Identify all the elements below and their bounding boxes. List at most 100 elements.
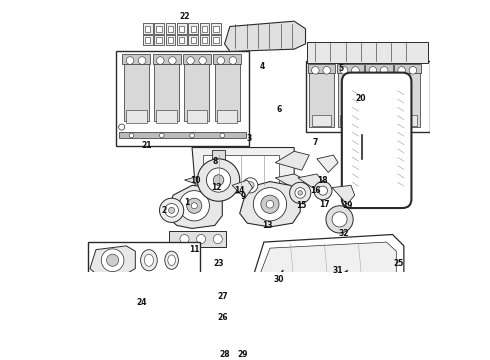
Bar xyxy=(213,150,224,165)
Bar xyxy=(312,115,331,126)
Circle shape xyxy=(332,212,347,227)
Bar xyxy=(184,57,209,121)
Bar xyxy=(394,64,421,73)
Text: 23: 23 xyxy=(213,259,224,268)
Circle shape xyxy=(206,168,231,192)
Circle shape xyxy=(290,182,311,203)
Circle shape xyxy=(213,234,222,244)
Circle shape xyxy=(126,57,134,64)
Circle shape xyxy=(341,67,348,74)
Bar xyxy=(143,23,153,34)
Bar xyxy=(306,60,430,132)
Bar xyxy=(168,26,173,32)
Text: 30: 30 xyxy=(274,275,284,284)
Bar xyxy=(168,37,173,43)
Text: 31: 31 xyxy=(333,266,343,275)
Circle shape xyxy=(243,178,258,193)
Text: 27: 27 xyxy=(217,292,228,301)
Bar xyxy=(199,23,209,34)
Circle shape xyxy=(160,133,164,138)
Circle shape xyxy=(138,57,146,64)
Bar xyxy=(213,37,219,43)
Text: 28: 28 xyxy=(219,350,230,359)
Bar xyxy=(122,54,150,64)
Circle shape xyxy=(160,198,184,222)
Bar xyxy=(230,309,294,335)
Circle shape xyxy=(106,254,119,266)
Bar xyxy=(213,26,219,32)
PathPatch shape xyxy=(332,185,355,204)
Circle shape xyxy=(213,175,224,185)
Bar xyxy=(187,110,207,123)
Bar xyxy=(126,110,147,123)
Text: 32: 32 xyxy=(338,229,348,238)
Bar xyxy=(338,67,362,127)
Circle shape xyxy=(179,191,209,221)
Text: 16: 16 xyxy=(310,186,320,195)
Bar xyxy=(341,115,360,126)
Bar xyxy=(213,54,241,64)
Bar xyxy=(199,35,209,45)
Ellipse shape xyxy=(141,249,157,271)
Circle shape xyxy=(119,124,125,130)
Bar xyxy=(307,42,428,63)
Text: 1: 1 xyxy=(184,198,189,207)
Circle shape xyxy=(217,57,224,64)
Bar xyxy=(145,26,150,32)
Bar xyxy=(309,67,334,127)
Text: 21: 21 xyxy=(142,141,152,150)
Bar xyxy=(217,110,238,123)
Circle shape xyxy=(187,57,195,64)
Circle shape xyxy=(165,203,178,217)
PathPatch shape xyxy=(260,242,396,282)
Bar xyxy=(188,35,198,45)
Circle shape xyxy=(191,203,197,209)
Text: 22: 22 xyxy=(179,12,190,21)
Bar xyxy=(395,67,420,127)
Circle shape xyxy=(220,133,224,138)
Bar xyxy=(202,37,207,43)
Text: 18: 18 xyxy=(318,176,328,185)
FancyBboxPatch shape xyxy=(342,73,412,208)
Bar xyxy=(156,37,162,43)
Bar xyxy=(230,291,294,305)
PathPatch shape xyxy=(184,174,219,191)
Text: 10: 10 xyxy=(191,176,201,185)
Bar xyxy=(202,26,207,32)
Circle shape xyxy=(196,234,206,244)
PathPatch shape xyxy=(240,181,300,227)
Bar xyxy=(365,64,392,73)
Text: 6: 6 xyxy=(276,105,282,114)
Text: 4: 4 xyxy=(260,62,265,71)
Bar xyxy=(191,37,196,43)
Circle shape xyxy=(156,57,164,64)
Bar xyxy=(156,110,177,123)
Bar xyxy=(211,23,221,34)
Bar xyxy=(143,35,153,45)
Text: 12: 12 xyxy=(211,183,221,192)
Circle shape xyxy=(246,181,254,189)
Bar xyxy=(177,35,187,45)
Bar xyxy=(179,26,184,32)
Bar xyxy=(153,54,181,64)
Circle shape xyxy=(380,67,388,74)
Text: 19: 19 xyxy=(342,201,352,210)
Bar xyxy=(183,54,211,64)
Circle shape xyxy=(180,234,189,244)
Circle shape xyxy=(225,345,234,354)
Text: 20: 20 xyxy=(355,94,366,103)
Bar xyxy=(156,26,162,32)
Bar xyxy=(170,231,226,247)
Text: 13: 13 xyxy=(263,221,273,230)
Circle shape xyxy=(369,67,377,74)
Text: 26: 26 xyxy=(217,313,227,322)
Circle shape xyxy=(253,188,287,221)
Bar xyxy=(154,57,179,121)
Text: 15: 15 xyxy=(296,201,307,210)
Circle shape xyxy=(398,67,405,74)
Ellipse shape xyxy=(145,254,153,266)
Bar xyxy=(211,35,221,45)
Bar xyxy=(369,115,389,126)
Bar xyxy=(154,35,164,45)
Bar xyxy=(191,26,196,32)
